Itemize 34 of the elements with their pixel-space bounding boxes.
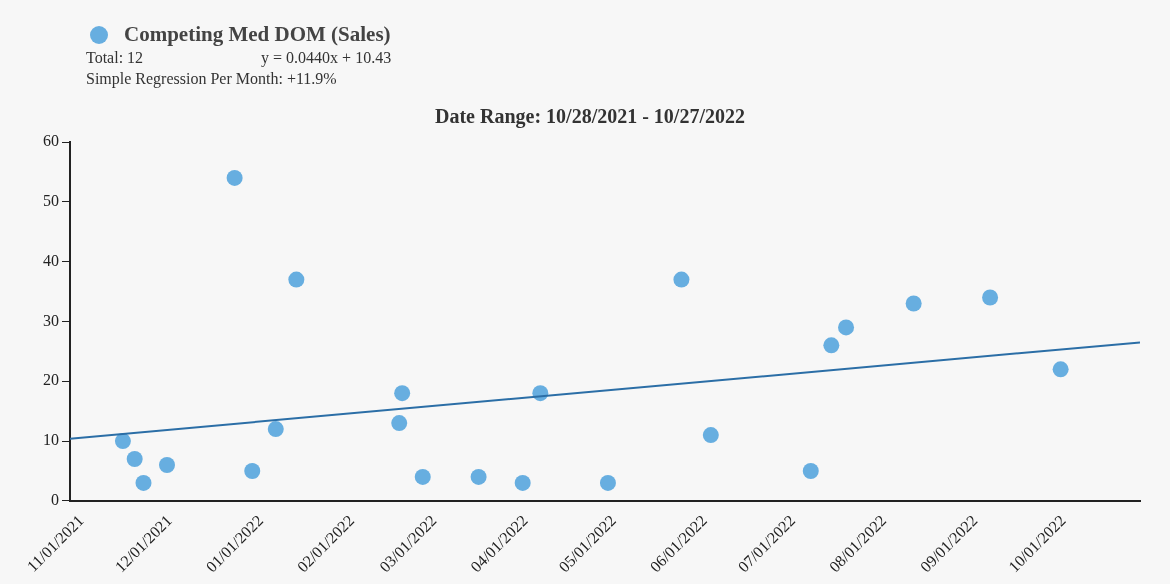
text: Total: 12 (86, 48, 144, 68)
point (905, 295, 922, 312)
text: y = 0.0440x + 10.43 (261, 48, 392, 68)
y-tick-label: 50 (43, 192, 59, 210)
point (126, 451, 143, 468)
legend-label: Competing Med DOM (Sales) (124, 22, 391, 47)
point (673, 271, 690, 288)
point (838, 319, 855, 336)
point (226, 169, 243, 186)
point (414, 468, 431, 485)
point (470, 468, 487, 485)
point (159, 456, 176, 473)
point (394, 385, 411, 402)
point (514, 474, 531, 491)
y-tick-label: 0 (51, 491, 59, 509)
y-tick-label: 20 (43, 371, 59, 389)
point (135, 474, 152, 491)
y-tick-label: 40 (43, 251, 59, 269)
point (982, 289, 999, 306)
point (702, 427, 719, 444)
point (599, 474, 616, 491)
point (391, 415, 408, 432)
y-tick-label: 60 (43, 132, 59, 150)
point (288, 271, 305, 288)
point (267, 421, 284, 438)
y-tick-label: 30 (43, 311, 59, 329)
y-tick-label: 10 (43, 431, 59, 449)
point (244, 462, 261, 479)
point (1052, 361, 1069, 378)
point (823, 337, 840, 354)
point (802, 462, 819, 479)
chart-title: Date Range: 10/28/2021 - 10/27/2022 (435, 105, 745, 129)
point (114, 433, 131, 450)
text: Simple Regression Per Month: +11.9% (86, 69, 337, 89)
